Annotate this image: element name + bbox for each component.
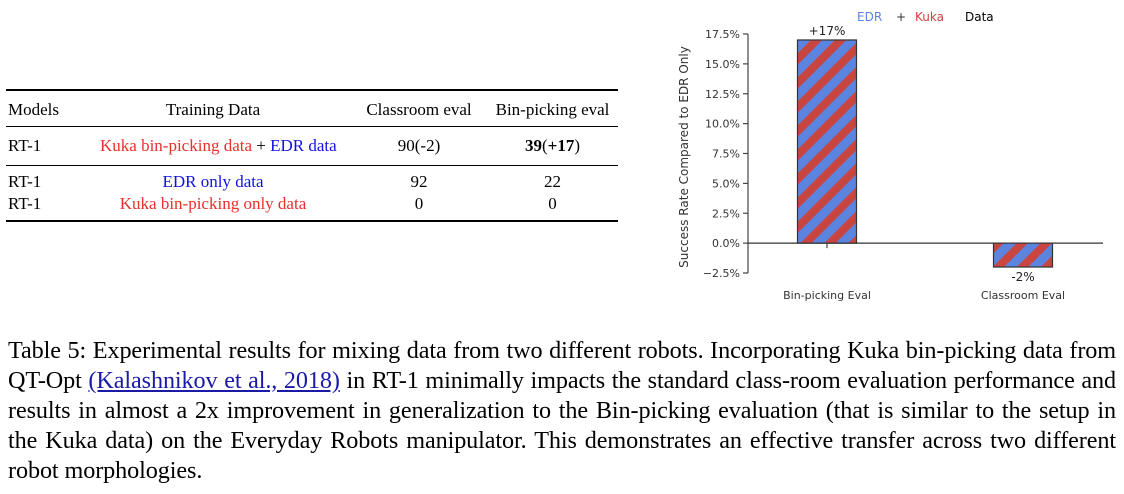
training-plus-part: + xyxy=(252,136,271,155)
bar-chart: EDR + Kuka Data Success Rate Compared to… xyxy=(677,10,1103,302)
y-tick-label: 15.0% xyxy=(705,58,740,71)
y-tick-label: 10.0% xyxy=(705,118,740,131)
table-bottom-rule xyxy=(6,220,618,222)
caption-prefix: Table 5: Experimental results for mixing… xyxy=(8,337,1116,394)
table-caption: Table 5: Experimental results for mixing… xyxy=(8,336,1116,486)
training-edr-part: EDR data xyxy=(270,136,337,155)
bar-classroom-eval xyxy=(992,242,1054,268)
y-tick-label: 12.5% xyxy=(705,88,740,101)
y-tick-label: 2.5% xyxy=(712,207,740,220)
x-tick-label: Bin-picking Eval xyxy=(783,289,871,302)
training-kuka-part: Kuka bin-picking data xyxy=(100,136,253,155)
cell-training-data: Kuka bin-picking only data xyxy=(119,194,307,213)
y-tick-label: 7.5% xyxy=(712,148,740,161)
header-classroom-eval: Classroom eval xyxy=(366,100,472,119)
y-axis: −2.5% 0.0% 2.5% 5.0% 7.5% 10.0% 12.5% 15.0% 17.5… xyxy=(703,28,749,280)
header-binpicking-eval: Bin-picking eval xyxy=(495,100,610,119)
x-axis: Bin-picking Eval Classroom Eval xyxy=(783,243,1065,302)
cell-training-data: Kuka bin-picking data + EDR data xyxy=(100,136,337,156)
binpicking-bold-value: 39 xyxy=(524,136,542,155)
header-training-data: Training Data xyxy=(165,100,261,119)
cell-classroom: 90(-2) xyxy=(397,136,441,155)
y-tick-label: −2.5% xyxy=(703,267,740,280)
bar-value-label: -2% xyxy=(1011,270,1034,284)
cell-training-data: EDR only data xyxy=(162,172,264,191)
cell-classroom: 92 xyxy=(410,172,428,191)
table-header-rule xyxy=(6,126,618,127)
cell-binpicking: 0 xyxy=(548,194,557,213)
cell-model: RT-1 xyxy=(8,136,42,155)
y-tick-label: 17.5% xyxy=(705,28,740,41)
cell-binpicking: 39(+17) xyxy=(487,136,618,156)
title-data: Data xyxy=(965,10,994,24)
y-tick-label: 5.0% xyxy=(712,177,740,190)
binpicking-delta: (+17) xyxy=(541,136,581,155)
x-tick-label: Classroom Eval xyxy=(981,289,1065,302)
cell-model: RT-1 xyxy=(8,194,42,213)
title-plus: + xyxy=(896,10,906,24)
cell-classroom: 0 xyxy=(414,194,424,213)
caption-suffix: in RT-1 minimally impacts the standard c… xyxy=(8,367,1116,484)
cell-model: RT-1 xyxy=(8,172,42,191)
binpicking-delta-value: +17 xyxy=(547,136,575,155)
citation-link[interactable]: (Kalashnikov et al., 2018) xyxy=(88,367,340,394)
bars: +17% -2% xyxy=(748,24,1103,284)
chart-title: EDR + Kuka Data xyxy=(857,10,994,24)
bar-bin-picking-eval xyxy=(796,39,858,244)
table-top-rule xyxy=(6,89,618,91)
bar-value-label: +17% xyxy=(809,24,846,38)
cell-binpicking: 22 xyxy=(544,172,561,191)
y-axis-label: Success Rate Compared to EDR Only xyxy=(677,46,691,268)
header-models: Models xyxy=(8,100,59,119)
title-kuka: Kuka xyxy=(915,10,944,24)
title-edr: EDR xyxy=(857,10,882,24)
y-tick-label: 0.0% xyxy=(712,237,740,250)
table-mid-rule xyxy=(6,165,618,166)
